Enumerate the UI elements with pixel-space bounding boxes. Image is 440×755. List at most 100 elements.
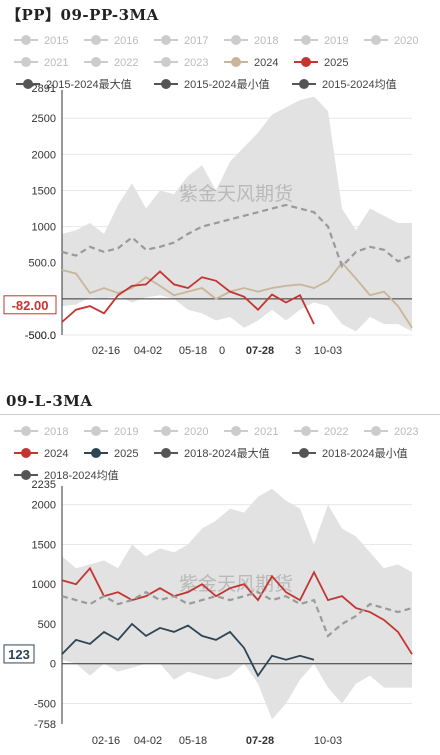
y-tick-label: 0 [50, 659, 56, 671]
legend-marker [21, 448, 31, 458]
chart-svg-pp: 2015 2016 2017 2018 2019 2020 2021 2022 2023 2024… [3, 35, 418, 357]
legend-item: 2025 [84, 448, 138, 460]
current-value-box [3, 295, 57, 315]
x-tick-label: 04-02 [134, 735, 162, 747]
series-line-2024 [61, 566, 413, 655]
legend-item: 2018 [14, 426, 68, 438]
x-tick-label: 02-16 [92, 735, 120, 747]
legend-item: 2021 [224, 426, 278, 438]
legend-item: 2016 [84, 35, 138, 47]
legend-label: 2025 [114, 448, 138, 460]
legend-label: 2015-2024最大值 [46, 77, 132, 91]
legend-marker [299, 448, 309, 458]
chart-panel-pp: 【PP】09-PP-3MA 2015 2016 2017 2018 2019 2020 20… [0, 0, 440, 362]
legend-item: 2020 [364, 35, 418, 47]
legend-label: 2018-2024最大值 [184, 446, 270, 460]
legend-item: 2019 [84, 426, 138, 438]
legend-marker [161, 79, 171, 89]
legend-label: 2018-2024均值 [44, 469, 119, 482]
series-line-2024 [61, 261, 413, 329]
current-value-box [3, 644, 35, 664]
legend-item: 2015-2024最大值 [16, 77, 132, 91]
legend-marker [371, 426, 381, 436]
legend-marker [91, 35, 101, 45]
legend-label: 2018 [44, 426, 68, 438]
legend-label: 2022 [324, 426, 348, 438]
title-divider [0, 414, 440, 415]
legend-item: 2022 [84, 57, 138, 69]
x-tick-label: 07-28 [246, 735, 274, 747]
legend-label: 2020 [394, 35, 418, 47]
legend-item: 2017 [154, 35, 208, 47]
legend-marker [231, 426, 241, 436]
legend-item: 2019 [294, 35, 348, 47]
y-tick-label: 2500 [32, 113, 56, 125]
legend-label: 2020 [184, 426, 208, 438]
legend-label: 2017 [184, 35, 208, 47]
x-tick-label: 10-03 [314, 735, 342, 747]
y-tick-label: 1500 [32, 185, 56, 197]
legend-marker [299, 79, 309, 89]
y-tick-label: 1000 [32, 579, 56, 591]
legend-marker [301, 57, 311, 67]
legend-label: 2021 [254, 426, 278, 438]
max-min-band [62, 96, 412, 332]
legend-marker [231, 35, 241, 45]
legend-label: 2024 [44, 448, 68, 460]
legend-item: 2022 [294, 426, 348, 438]
y-tick-label: 500.0 [28, 258, 56, 270]
legend-marker [161, 448, 171, 458]
legend-label: 2018 [254, 35, 278, 47]
series-line-2018-2024均值 [61, 590, 413, 638]
y-min-label: -758 [34, 719, 56, 731]
legend-marker [371, 35, 381, 45]
legend-marker [301, 426, 311, 436]
y-max-label: 2891 [32, 83, 56, 95]
legend-item: 2018-2024均值 [14, 469, 119, 482]
legend-item: 2015-2024最小值 [154, 78, 270, 91]
legend-item: 2020 [154, 426, 208, 438]
current-value-label: -82.00 [12, 298, 49, 313]
legend-label: 2023 [394, 426, 418, 438]
y-tick-label: -500.0 [25, 330, 56, 342]
legend-marker [21, 57, 31, 67]
chart-panel-l: 09-L-3MA 2018 2019 2020 2021 2022 2023 2024 202… [0, 384, 440, 750]
y-tick-label: 1000 [32, 222, 56, 234]
legend-label: 2015 [44, 35, 68, 47]
legend-item: 2023 [364, 426, 418, 438]
legend-marker [161, 426, 171, 436]
legend-label: 2022 [114, 57, 138, 69]
legend-marker [21, 35, 31, 45]
legend-item: 2025 [294, 57, 348, 69]
legend-item: 2023 [154, 57, 208, 69]
legend-marker [91, 57, 101, 67]
legend-label: 2019 [324, 35, 348, 47]
x-tick-label: 04-02 [134, 345, 162, 357]
legend-marker [231, 57, 241, 67]
y-tick-label: 500 [38, 619, 56, 631]
legend-label: 2015-2024均值 [322, 78, 397, 91]
legend-marker [91, 448, 101, 458]
chart-svg-l: 2018 2019 2020 2021 2022 2023 2024 2025 2018-202… [3, 426, 418, 747]
legend-label: 2025 [324, 57, 348, 69]
x-tick-label: 3 [295, 345, 301, 357]
y-max-label: 2235 [32, 479, 56, 491]
chart-title: 09-L-3MA [6, 392, 93, 410]
series-line-2025 [61, 622, 315, 678]
legend-item: 2018-2024最小值 [292, 447, 408, 460]
y-tick-label: 2000 [32, 500, 56, 512]
max-min-band [62, 488, 412, 720]
legend-marker [23, 79, 33, 89]
legend-marker [161, 35, 171, 45]
legend-marker [301, 35, 311, 45]
y-tick-label: 1500 [32, 539, 56, 551]
legend-label: 2018-2024最小值 [322, 447, 408, 460]
y-min-label: -500.0 [25, 330, 56, 342]
current-value-label: 123 [8, 647, 30, 662]
x-tick-label: 02-16 [92, 345, 120, 357]
legend-marker [161, 57, 171, 67]
legend-marker [91, 426, 101, 436]
legend-label: 2023 [184, 57, 208, 69]
y-tick-label: 2000 [32, 149, 56, 161]
legend-item: 2018 [224, 35, 278, 47]
